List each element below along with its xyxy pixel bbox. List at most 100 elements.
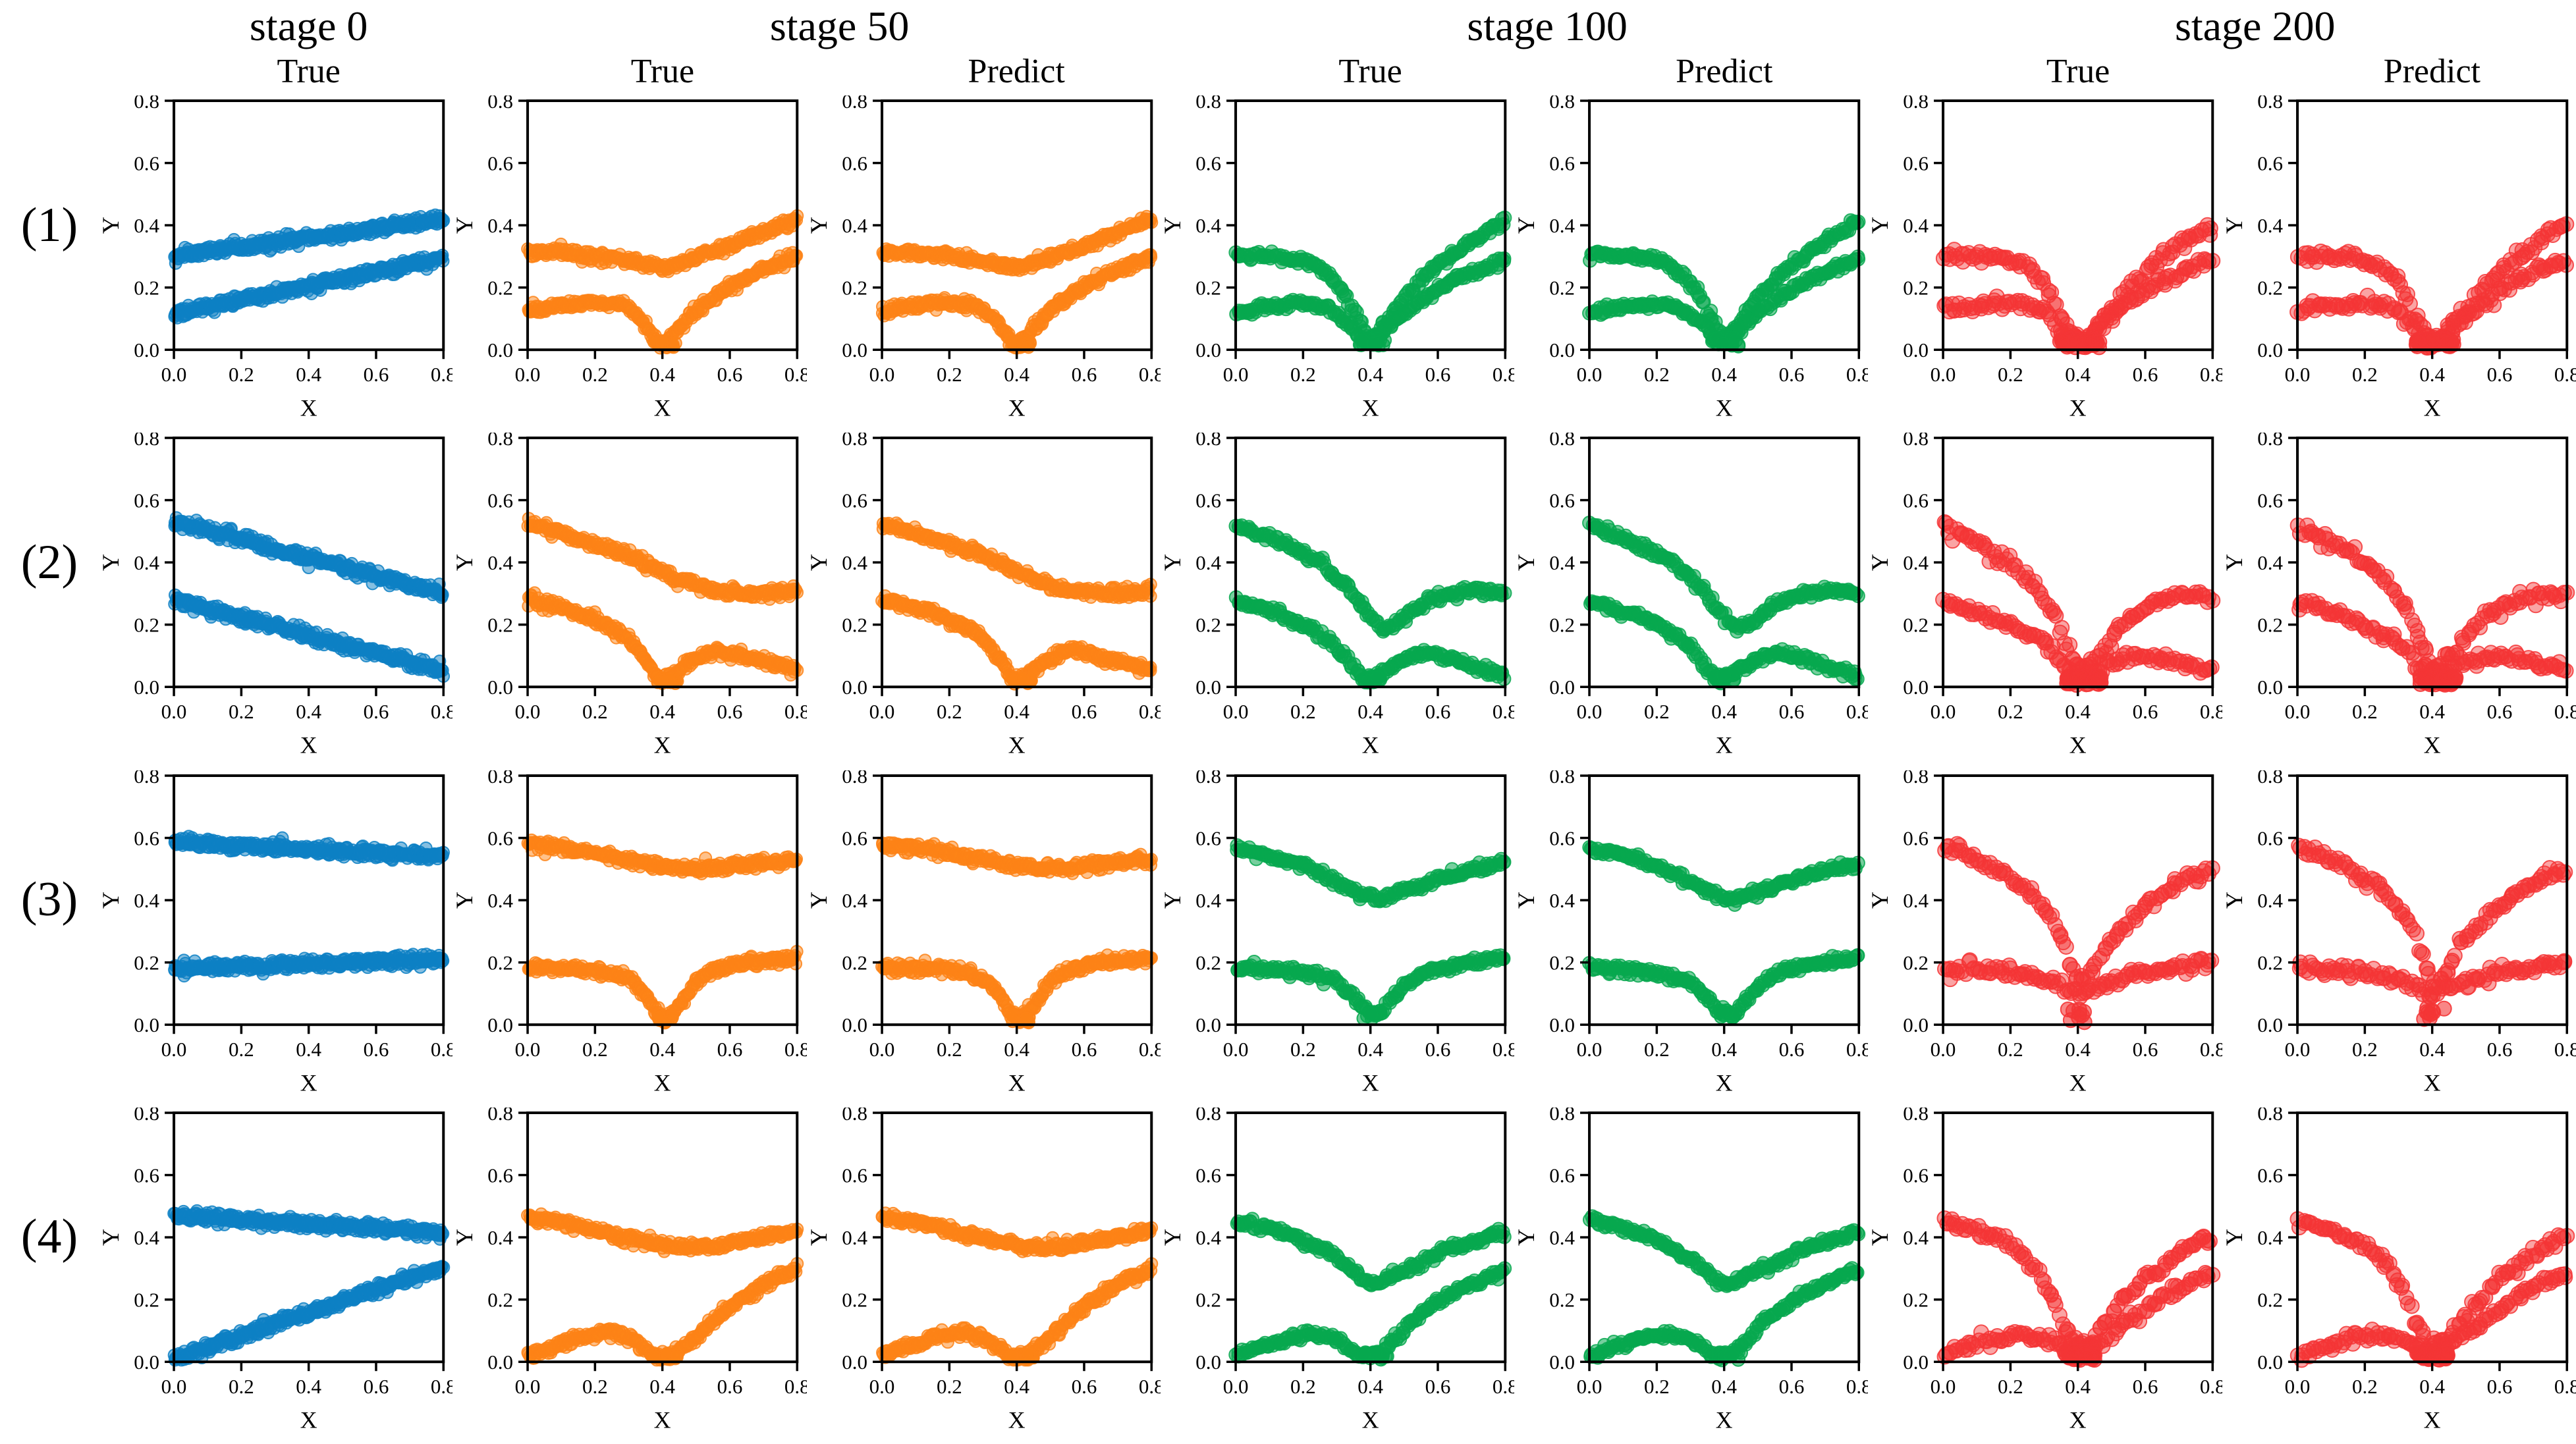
axis-ticks: 0.0 0.2 0.4 0.6 0.8 0.0 0.2 0.4 0.6 0.8 — [1195, 95, 1514, 386]
subplot-title: True — [630, 53, 695, 90]
subplot-cell: 0.0 0.2 0.4 0.6 0.8 0.0 0.2 0.4 0.6 0.8 X Y — [2222, 95, 2576, 433]
x-axis-label: X — [1008, 394, 1025, 421]
y-tick-label: 0.8 — [134, 1108, 159, 1125]
x-axis-label: X — [1362, 1069, 1379, 1096]
y-tick-label: 0.4 — [842, 551, 867, 574]
x-tick-label: 0.0 — [2284, 363, 2310, 386]
x-tick-label: 0.6 — [2486, 363, 2512, 386]
subplot-cell: 0.0 0.2 0.4 0.6 0.8 0.0 0.2 0.4 0.6 0.8 X Y — [99, 1108, 452, 1444]
scatter-series-upper — [1230, 838, 1512, 908]
subplot: 0.0 0.2 0.4 0.6 0.8 0.0 0.2 0.4 0.6 0.8 X Y — [452, 1108, 806, 1433]
x-tick-label: 0.6 — [2133, 1038, 2158, 1061]
x-tick-label: 0.6 — [1425, 1375, 1450, 1398]
y-tick-label: 0.2 — [134, 614, 159, 637]
scatter-series-upper — [1230, 1212, 1512, 1293]
y-tick-label: 0.6 — [2257, 152, 2283, 175]
subplot: 0.0 0.2 0.4 0.6 0.8 0.0 0.2 0.4 0.6 0.8 X Y — [807, 1108, 1161, 1433]
x-tick-label: 0.8 — [1138, 363, 1160, 386]
subplot-cell: 0.0 0.2 0.4 0.6 0.8 0.0 0.2 0.4 0.6 0.8 X Y — [1161, 95, 1514, 433]
x-tick-label: 0.4 — [1357, 701, 1383, 724]
x-tick-label: 0.8 — [1493, 1038, 1514, 1061]
x-axis-label: X — [1362, 1406, 1379, 1433]
x-tick-label: 0.6 — [1779, 1375, 1805, 1398]
subplot-cell: 0.0 0.2 0.4 0.6 0.8 0.0 0.2 0.4 0.6 0.8 X Y — [99, 433, 452, 770]
y-tick-label: 0.8 — [842, 95, 867, 113]
plot-spines — [880, 774, 1153, 1026]
x-tick-label: 0.0 — [2284, 701, 2310, 724]
subplot-cell: 0.0 0.2 0.4 0.6 0.8 0.0 0.2 0.4 0.6 0.8 X Y — [1161, 433, 1514, 770]
y-tick-label: 0.6 — [1904, 826, 1929, 849]
axis-ticks: 0.0 0.2 0.4 0.6 0.8 0.0 0.2 0.4 0.6 0.8 — [842, 1108, 1161, 1398]
y-axis-label: Y — [99, 1229, 124, 1246]
x-tick-label: 0.0 — [515, 1038, 541, 1061]
x-tick-label: 0.4 — [2419, 1038, 2445, 1061]
plot-spines — [1234, 437, 1507, 689]
y-tick-label: 0.2 — [1195, 1289, 1221, 1312]
scatter-series-lower — [1228, 590, 1512, 690]
scatter-series-upper — [1582, 840, 1866, 912]
y-tick-label: 0.2 — [488, 614, 514, 637]
x-axis-label: X — [2069, 1069, 2087, 1096]
x-tick-label: 0.8 — [1846, 363, 1868, 386]
y-tick-label: 0.2 — [488, 951, 514, 974]
y-tick-label: 0.6 — [134, 1163, 159, 1187]
x-tick-label: 0.2 — [229, 363, 254, 386]
x-tick-label: 0.4 — [1004, 701, 1029, 724]
y-tick-label: 0.8 — [134, 433, 159, 450]
axis-ticks: 0.0 0.2 0.4 0.6 0.8 0.0 0.2 0.4 0.6 0.8 — [488, 95, 807, 386]
subplot: 0.0 0.2 0.4 0.6 0.8 0.0 0.2 0.4 0.6 0.8 X Y — [807, 770, 1161, 1096]
y-axis-label: Y — [1514, 892, 1539, 909]
scatter-zero-cluster — [1707, 667, 1741, 689]
scatter-series-upper — [876, 209, 1158, 277]
subplot: 0.0 0.2 0.4 0.6 0.8 0.0 0.2 0.4 0.6 0.8 X Y — [807, 433, 1161, 759]
x-tick-label: 0.0 — [1577, 1038, 1603, 1061]
scatter-zero-cluster — [1354, 667, 1388, 689]
x-tick-label: 0.0 — [1931, 701, 1956, 724]
y-tick-label: 0.6 — [1904, 1163, 1929, 1187]
scatter-series-upper — [875, 1206, 1158, 1258]
y-tick-label: 0.0 — [488, 338, 514, 361]
x-tick-label: 0.4 — [1004, 363, 1029, 386]
x-tick-label: 0.4 — [1711, 1038, 1737, 1061]
axis-ticks: 0.0 0.2 0.4 0.6 0.8 0.0 0.2 0.4 0.6 0.8 — [1904, 770, 2222, 1061]
subplot-cell: 0.0 0.2 0.4 0.6 0.8 0.0 0.2 0.4 0.6 0.8 X Y — [452, 770, 806, 1108]
scatter-series-upper — [1936, 514, 2221, 675]
x-tick-label: 0.6 — [364, 1038, 389, 1061]
x-tick-label: 0.4 — [2066, 701, 2091, 724]
x-tick-label: 0.2 — [1644, 1038, 1670, 1061]
x-axis-label: X — [1008, 732, 1025, 759]
stage-group-label: stage 200 — [2174, 3, 2336, 49]
axis-ticks: 0.0 0.2 0.4 0.6 0.8 0.0 0.2 0.4 0.6 0.8 — [1549, 1108, 1868, 1398]
x-axis-label: X — [1008, 1069, 1025, 1096]
x-tick-label: 0.2 — [1998, 1038, 2023, 1061]
y-tick-label: 0.2 — [1904, 614, 1929, 637]
x-tick-label: 0.2 — [229, 1038, 254, 1061]
x-tick-label: 0.6 — [2486, 701, 2512, 724]
y-tick-label: 0.6 — [1549, 152, 1575, 175]
y-tick-label: 0.0 — [488, 1013, 514, 1036]
subplot-cell: 0.0 0.2 0.4 0.6 0.8 0.0 0.2 0.4 0.6 0.8 X Y — [1868, 433, 2222, 770]
axis-ticks: 0.0 0.2 0.4 0.6 0.8 0.0 0.2 0.4 0.6 0.8 — [2257, 1108, 2576, 1398]
x-tick-label: 0.8 — [784, 701, 806, 724]
axis-ticks: 0.0 0.2 0.4 0.6 0.8 0.0 0.2 0.4 0.6 0.8 — [1549, 95, 1868, 386]
y-tick-label: 0.6 — [488, 826, 514, 849]
scatter-zero-cluster — [651, 671, 684, 691]
scatter-zero-cluster — [651, 1008, 680, 1029]
scatter-series-lower — [1228, 1261, 1512, 1366]
y-tick-label: 0.0 — [2257, 1350, 2283, 1374]
stage-group-label: stage 100 — [1467, 3, 1628, 49]
subplot-cell: 0.0 0.2 0.4 0.6 0.8 0.0 0.2 0.4 0.6 0.8 X Y — [807, 1108, 1161, 1444]
y-tick-label: 0.0 — [1549, 676, 1575, 699]
x-tick-label: 0.6 — [1071, 701, 1097, 724]
y-tick-label: 0.8 — [1549, 1108, 1575, 1125]
x-axis-label: X — [300, 1406, 317, 1433]
x-tick-label: 0.4 — [296, 1375, 321, 1398]
x-tick-label: 0.4 — [650, 701, 676, 724]
y-axis-label: Y — [1161, 217, 1186, 234]
x-tick-label: 0.8 — [1846, 1038, 1868, 1061]
y-tick-label: 0.4 — [488, 1226, 514, 1249]
x-axis-label: X — [1362, 732, 1379, 759]
y-axis-label: Y — [452, 217, 478, 234]
y-tick-label: 0.0 — [1549, 338, 1575, 361]
y-tick-label: 0.6 — [1195, 489, 1221, 512]
